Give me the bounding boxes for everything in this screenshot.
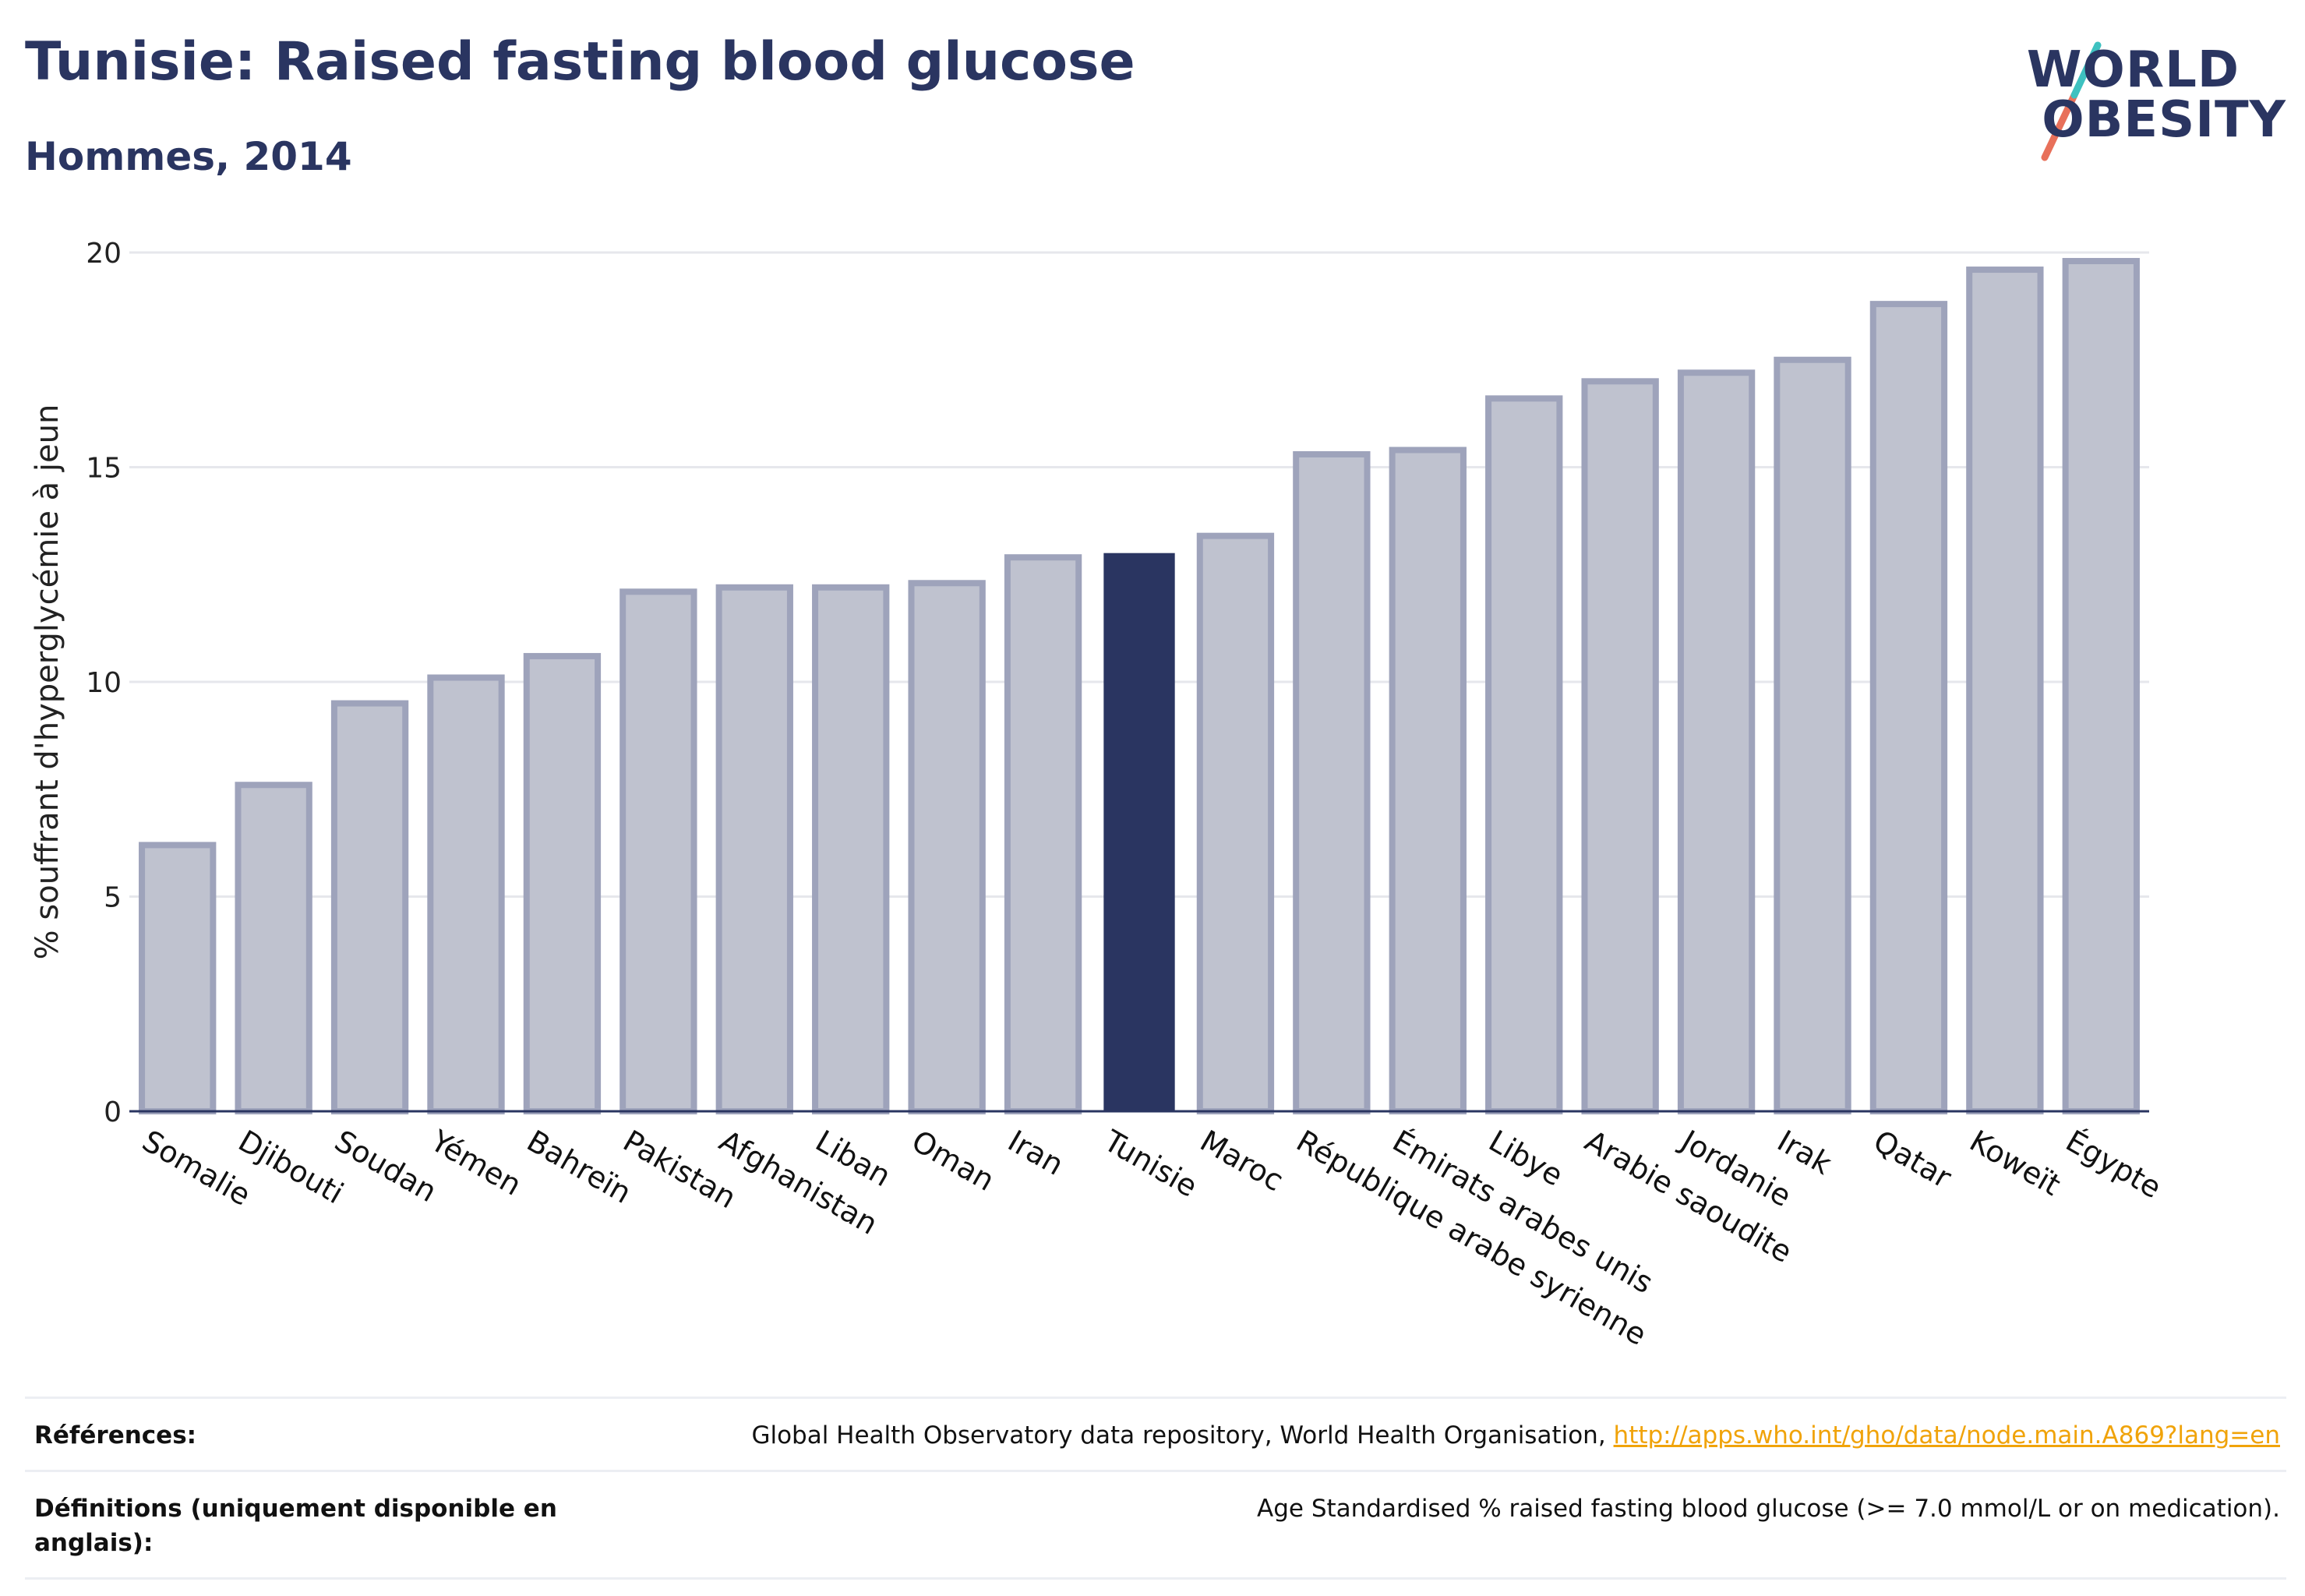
y-tick-label: 10 — [86, 667, 122, 699]
x-tick-label: Irak — [1772, 1124, 1837, 1181]
bar-Somalie — [139, 842, 217, 1114]
definitions-row: Définitions (uniquement disponible en an… — [25, 1472, 2286, 1580]
bar-Iran — [1004, 554, 1082, 1114]
definitions-label: Définitions (uniquement disponible en an… — [34, 1495, 557, 1557]
definitions-value: Age Standardised % raised fasting blood … — [1257, 1495, 2280, 1524]
references-row: Références: Global Health Observatory da… — [25, 1399, 2286, 1473]
logo-word-world: WORLD — [2026, 41, 2240, 99]
bar-Pakistan — [619, 588, 697, 1115]
bar-Koweït — [1966, 267, 2044, 1114]
bar-Soudan — [330, 700, 409, 1114]
bar-Irak — [1774, 356, 1851, 1114]
bar-chart: 0 5 10 15 20 SomalieDjiboutiSoudanYémenBahre… — [30, 238, 2167, 1352]
y-axis-ticks: 0 5 10 15 20 — [86, 238, 122, 1128]
bar-Oman — [908, 580, 986, 1114]
x-tick-label: Bahreïn — [521, 1124, 637, 1210]
x-tick-label: Somalie — [136, 1124, 256, 1213]
world-obesity-logo: WORLD OBESITY — [2021, 23, 2286, 164]
y-tick-label: 20 — [86, 238, 122, 270]
x-axis-ticks: SomalieDjiboutiSoudanYémenBahreïnPakista… — [136, 1123, 2167, 1352]
x-tick-label: Oman — [906, 1124, 1001, 1198]
bar-Yémen — [427, 674, 505, 1114]
bar-Libye — [1485, 395, 1563, 1114]
bars — [139, 258, 2140, 1115]
x-tick-label: Djibouti — [233, 1124, 350, 1211]
bar-Tunisie — [1103, 553, 1175, 1111]
bar-Liban — [812, 584, 890, 1114]
references-label: Références: — [34, 1421, 197, 1449]
x-tick-label: Qatar — [1868, 1124, 1957, 1195]
y-tick-label: 5 — [104, 882, 122, 914]
references-value: Global Health Observatory data repositor… — [751, 1419, 2286, 1453]
x-tick-label: Soudan — [329, 1124, 443, 1209]
chart-title: Tunisie: Raised fasting blood glucose — [25, 31, 1135, 93]
logo-slash-icon — [2041, 41, 2102, 161]
bar-Arabie saoudite — [1581, 378, 1659, 1115]
x-tick-label: Tunisie — [1098, 1123, 1203, 1204]
chart-subtitle: Hommes, 2014 — [25, 134, 352, 179]
bar-Djibouti — [235, 782, 312, 1114]
x-tick-label: Maroc — [1195, 1124, 1290, 1199]
x-tick-label: Yémen — [425, 1123, 528, 1202]
x-tick-label: Iran — [1002, 1124, 1069, 1182]
bar-Jordanie — [1677, 369, 1756, 1114]
x-tick-label: Égypte — [2060, 1124, 2167, 1206]
x-tick-label: Koweït — [1964, 1124, 2066, 1202]
references-text: Global Health Observatory data repositor… — [751, 1421, 1614, 1449]
bar-Qatar — [1869, 301, 1948, 1114]
footer-table: Références: Global Health Observatory da… — [25, 1396, 2286, 1580]
bar-Bahreïn — [523, 652, 602, 1114]
references-link[interactable]: http://apps.who.int/gho/data/node.main.A… — [1613, 1421, 2280, 1449]
y-tick-label: 15 — [86, 453, 122, 485]
bar-Maroc — [1196, 532, 1275, 1115]
bar-Émirats arabes unis — [1389, 447, 1467, 1114]
bar-Égypte — [2062, 258, 2140, 1114]
y-axis-label: % souffrant d'hyperglycémie à jeun — [30, 404, 65, 960]
bar-Afghanistan — [715, 584, 793, 1114]
logo-word-obesity: OBESITY — [2042, 91, 2286, 149]
y-tick-label: 0 — [104, 1096, 122, 1128]
bar-République arabe syrienne — [1293, 450, 1371, 1115]
